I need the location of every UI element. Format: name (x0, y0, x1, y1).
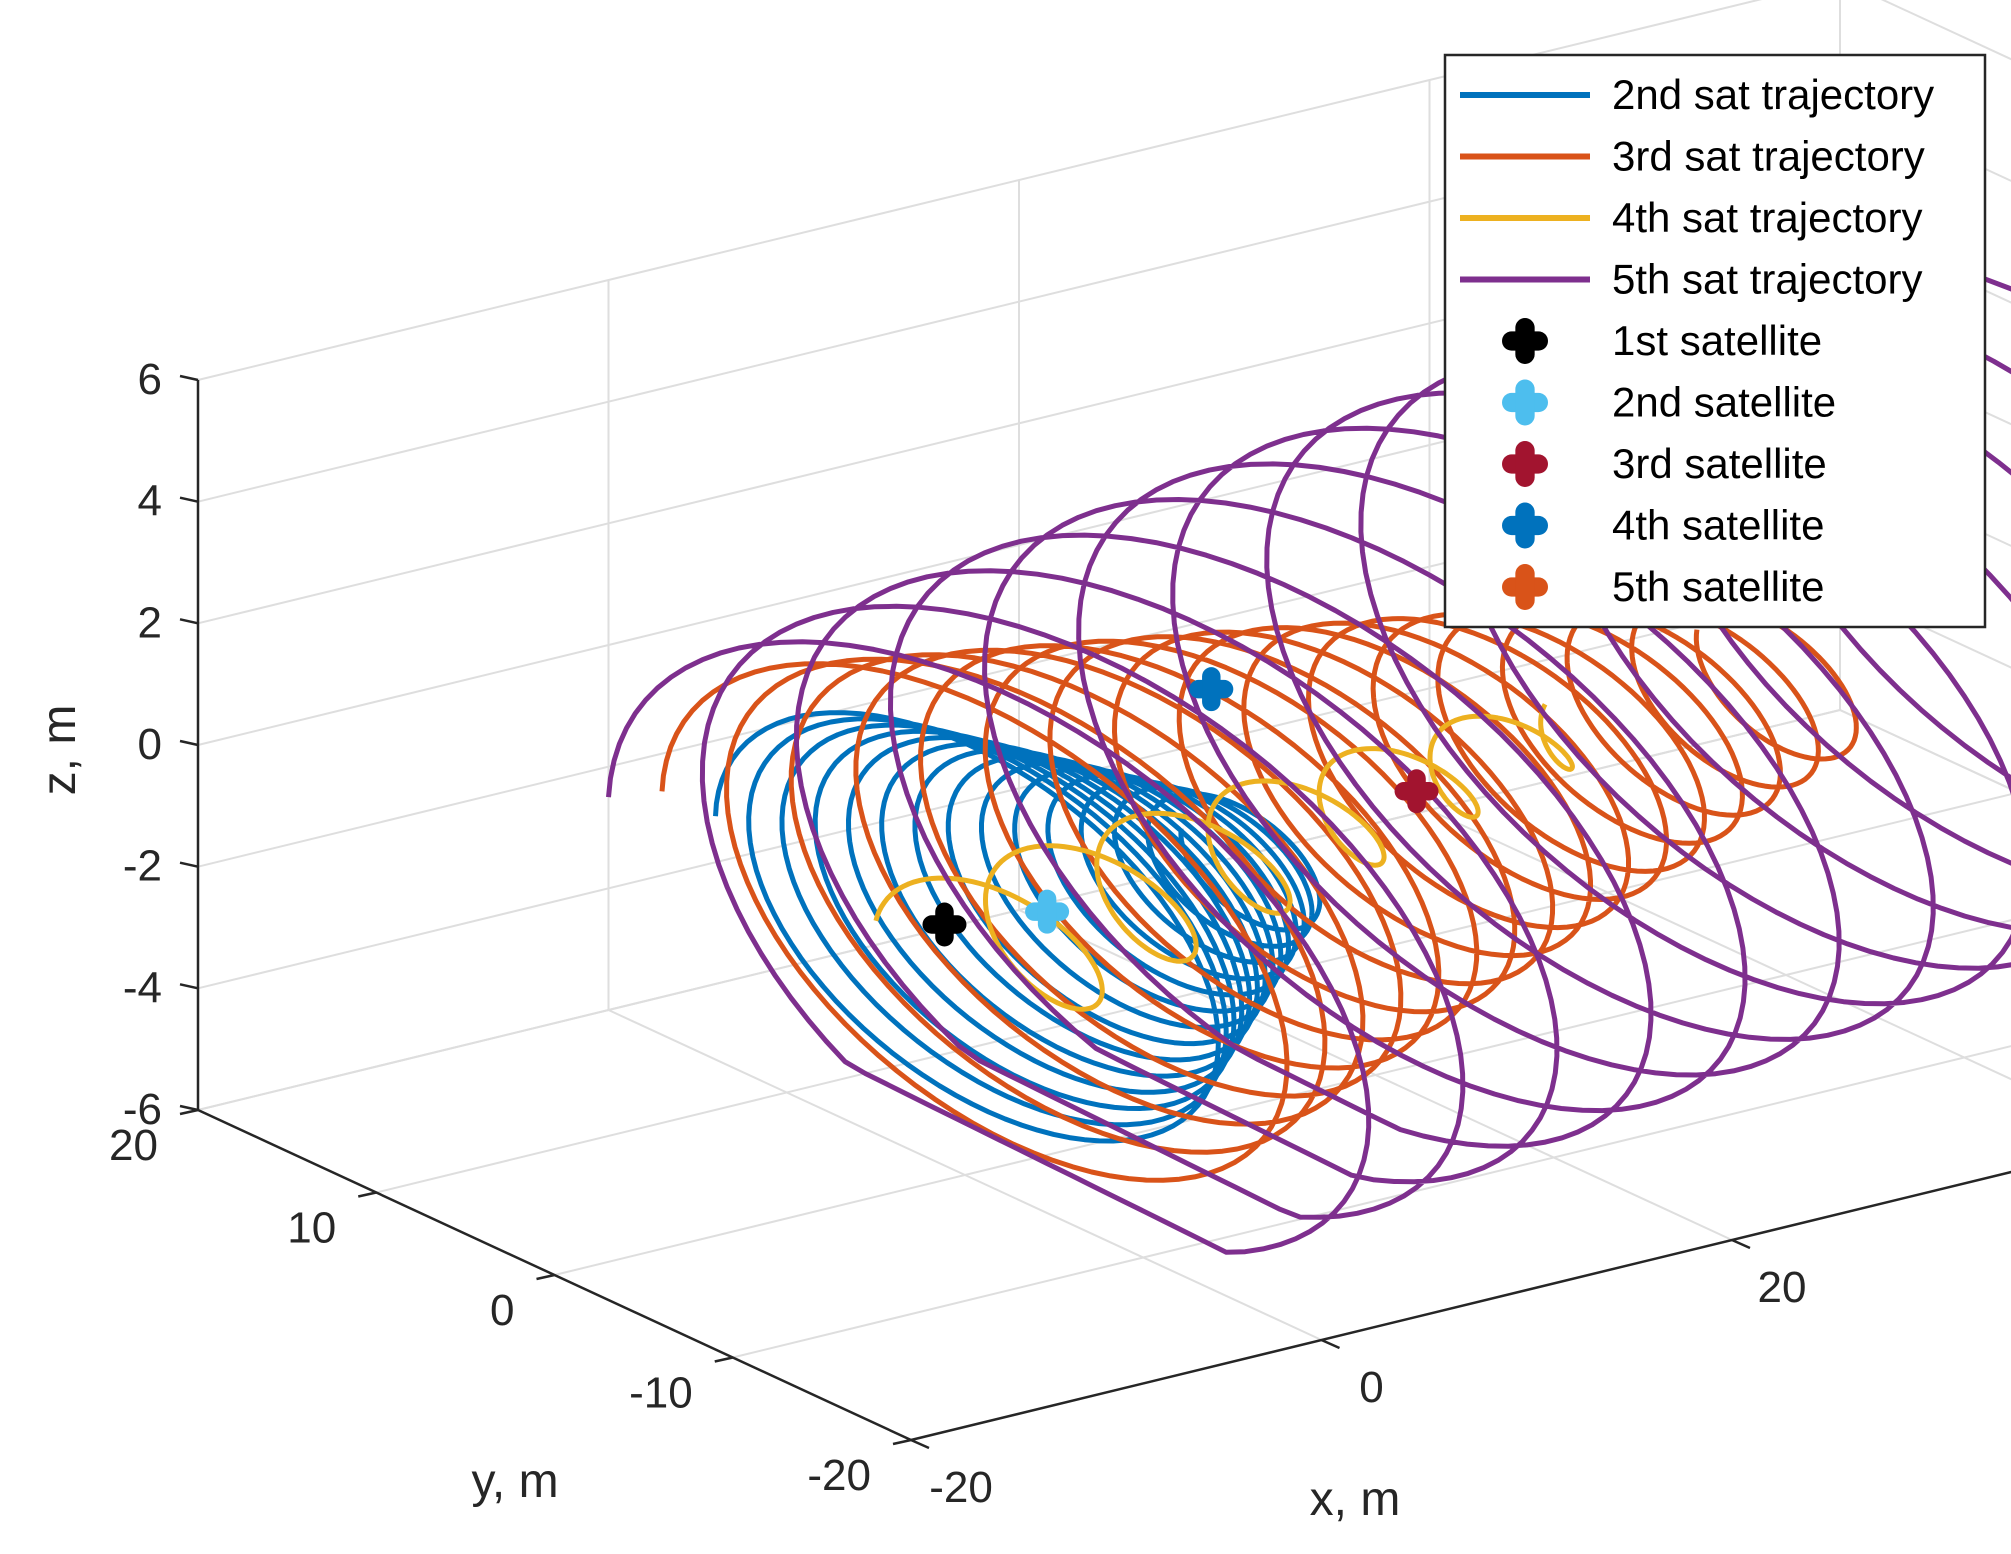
grid-line-z-side-wall (1839, 709, 2011, 791)
z-axis-ticks: -6 -4 -2 0 2 4 6 (123, 355, 199, 1134)
marker-bar-vertical (935, 902, 954, 947)
marker-bar-vertical (1515, 318, 1535, 364)
legend-label: 2nd sat trajectory (1612, 71, 1934, 118)
legend-label: 5th satellite (1612, 563, 1824, 610)
marker-bar-vertical (1407, 769, 1426, 814)
marker-bar-vertical (1515, 502, 1535, 549)
z-tick-label: 4 (138, 477, 162, 526)
marker-bar-vertical (1037, 889, 1057, 934)
z-tick-label: 0 (138, 720, 162, 769)
z-tick-label: 6 (138, 355, 162, 404)
legend-marker-4th-satellite (1502, 502, 1548, 549)
marker-4th-satellite (1189, 667, 1234, 712)
z-tick-mark (179, 1104, 199, 1112)
grid-line-z-back-wall (197, 709, 1841, 1111)
z-tick-mark (179, 983, 199, 990)
z-tick-mark (179, 739, 199, 747)
marker-bar-vertical (1515, 564, 1535, 610)
grid-line-y-floor (554, 919, 2011, 1276)
x-tick-mark (1320, 1338, 1341, 1350)
z-tick-label: -2 (123, 842, 162, 891)
legend: 2nd sat trajectory 3rd sat trajectory 4th … (1443, 53, 1987, 629)
marker-2nd-satellite (1025, 889, 1070, 934)
y-tick-mark (179, 1108, 199, 1116)
y-tick-label: -10 (629, 1369, 693, 1418)
y-tick-label: 20 (109, 1121, 158, 1170)
y-tick-mark (357, 1191, 377, 1198)
grid-line-z-side-wall (1880, 0, 2011, 61)
y-tick-label: 0 (490, 1286, 514, 1335)
marker-3rd-satellite (1394, 769, 1439, 814)
legend-marker-1st-satellite (1502, 318, 1548, 364)
z-tick-label: 2 (138, 598, 162, 647)
y-tick-mark (536, 1273, 555, 1281)
series-2nd-sat-trajectory (713, 710, 1323, 1144)
x-tick-label: 20 (1758, 1263, 1807, 1312)
y-tick-label: -20 (807, 1451, 871, 1500)
y-tick-label: 10 (287, 1204, 336, 1253)
marker-1st-satellite (922, 902, 967, 947)
z-tick-mark (179, 861, 199, 868)
legend-label: 5th sat trajectory (1612, 256, 1922, 303)
series-3rd-sat-trajectory (659, 593, 1859, 1183)
x-tick-label: -20 (929, 1463, 993, 1512)
legend-label: 1st satellite (1612, 317, 1822, 364)
legend-marker-2nd-satellite (1502, 379, 1548, 426)
series-4th-sat-trajectory (873, 703, 1575, 1012)
x-tick-mark (910, 1438, 930, 1450)
grid-line-y-floor (732, 1045, 2011, 1359)
y-tick-mark (714, 1356, 734, 1363)
x-tick-label: 0 (1359, 1363, 1383, 1412)
legend-marker-3rd-satellite (1502, 441, 1548, 487)
z-tick-mark (179, 618, 199, 625)
grid-line-y-floor (376, 793, 2011, 1194)
y-tick-mark (892, 1438, 912, 1446)
legend-label: 3rd satellite (1612, 440, 1827, 487)
z-axis-label: z, m (33, 705, 86, 796)
marker-bar-vertical (1515, 441, 1535, 487)
x-axis-ticks: -200204060 (910, 1238, 1807, 1512)
x-axis-label: x, m (1310, 1473, 1401, 1526)
z-tick-label: -6 (123, 1085, 162, 1134)
legend-label: 4th sat trajectory (1612, 194, 1922, 241)
legend-label: 4th satellite (1612, 502, 1824, 549)
marker-bar-vertical (1515, 379, 1535, 426)
legend-marker-5th-satellite (1502, 564, 1548, 610)
y-axis-label: y, m (471, 1455, 558, 1508)
y-axis-ticks: -20 -10 0 10 20 (109, 1108, 912, 1500)
grid-line-z-side-wall (1839, 587, 2011, 669)
marker-bar-vertical (1202, 667, 1221, 712)
legend-label: 3rd sat trajectory (1612, 133, 1925, 180)
z-tick-mark (179, 374, 199, 382)
x-tick-mark (1731, 1238, 1751, 1250)
legend-label: 2nd satellite (1612, 379, 1836, 426)
z-tick-mark (179, 496, 199, 503)
z-tick-label: -4 (123, 963, 162, 1012)
grid-line-z-back-wall (197, 0, 1763, 381)
